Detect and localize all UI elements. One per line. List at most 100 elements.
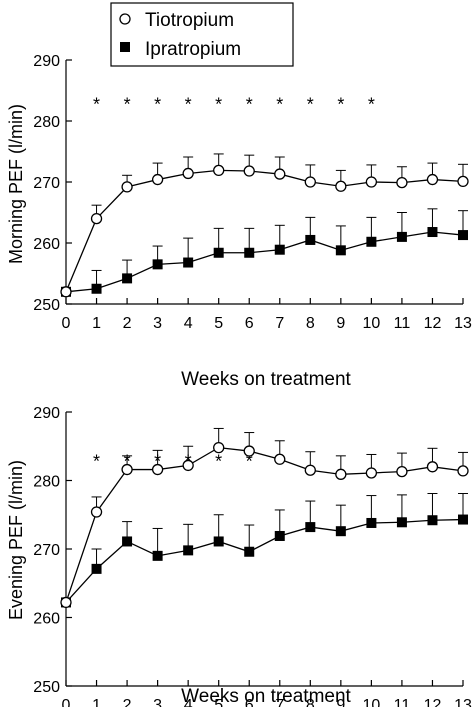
- morning-tiotropium-point: [121, 181, 133, 193]
- morning-ipratropium-point: [213, 247, 224, 258]
- evening-ipratropium-point: [183, 545, 194, 556]
- morning-tiotropium-point: [243, 165, 255, 177]
- morning-x-tick-label: 0: [62, 315, 71, 332]
- evening-ipratropium-point: [427, 515, 438, 526]
- morning-tiotropium-point: [457, 175, 469, 188]
- morning-tiotropium-point: [60, 286, 72, 298]
- evening-ipratropium-point: [152, 550, 163, 561]
- evening-tiotropium-point: [213, 441, 225, 454]
- evening-x-axis-label: Weeks on treatment: [181, 686, 351, 707]
- morning-ipratropium-point: [244, 247, 255, 258]
- morning-y-tick-label: 270: [33, 175, 60, 192]
- morning-ipratropium-point: [427, 227, 438, 238]
- evening-y-tick-label: 280: [33, 474, 60, 491]
- morning-ipratropium-point: [91, 283, 102, 294]
- morning-x-tick-label: 7: [275, 315, 284, 332]
- morning-tiotropium-point: [426, 173, 439, 186]
- morning-tiotropium-point: [365, 176, 378, 188]
- evening-significance-asterisk: *: [246, 452, 253, 472]
- evening-ipratropium-point: [274, 530, 285, 541]
- morning-tiotropium-point: [151, 173, 164, 186]
- evening-tiotropium-point: [457, 465, 469, 477]
- morning-tiotropium-point: [304, 176, 316, 188]
- evening-y-tick-label: 260: [33, 611, 60, 628]
- evening-y-tick-label: 250: [33, 679, 60, 696]
- morning-pef-panel: Morning PEF (l/min) Weeks on treatment 2…: [6, 53, 472, 390]
- evening-ipratropium-point: [122, 536, 133, 547]
- evening-tiotropium-point: [151, 463, 164, 476]
- morning-x-tick-label: 1: [92, 315, 101, 332]
- morning-significance-asterisk: *: [368, 95, 375, 115]
- morning-x-tick-label: 11: [394, 315, 411, 332]
- legend: Tiotropium Ipratropium: [110, 2, 294, 67]
- morning-significance-asterisk: *: [337, 95, 344, 115]
- evening-x-tick-label: 11: [394, 697, 411, 707]
- evening-x-tick-label: 2: [123, 697, 132, 707]
- morning-ipratropium-point: [396, 231, 407, 242]
- evening-significance-asterisk: *: [215, 452, 222, 472]
- morning-ipratropium-point: [305, 234, 316, 245]
- morning-x-tick-label: 3: [153, 315, 162, 332]
- morning-tiotropium-point: [335, 180, 347, 192]
- evening-x-tick-label: 10: [362, 697, 380, 707]
- evening-tiotropium-point: [90, 506, 103, 518]
- morning-tiotropium-point: [274, 168, 286, 180]
- evening-y-axis-label: Evening PEF (l/min): [6, 460, 26, 620]
- evening-y-tick-label: 270: [33, 542, 60, 559]
- morning-x-tick-label: 8: [306, 315, 315, 332]
- evening-y-tick-label: 290: [33, 405, 60, 422]
- evening-tiotropium-point: [60, 596, 72, 609]
- legend-ipratropium-label: Ipratropium: [145, 39, 241, 60]
- morning-significance-asterisk: *: [307, 95, 314, 115]
- evening-x-tick-label: 8: [306, 697, 315, 707]
- evening-tiotropium-point: [426, 461, 439, 473]
- morning-x-tick-label: 9: [336, 315, 345, 332]
- evening-ipratropium-point: [91, 563, 102, 574]
- morning-tiotropium-point: [396, 176, 408, 189]
- morning-y-axis-label: Morning PEF (l/min): [6, 104, 26, 264]
- morning-ipratropium-point: [152, 259, 163, 270]
- evening-ipratropium-point: [305, 522, 316, 533]
- evening-tiotropium-point: [335, 468, 347, 480]
- morning-x-tick-label: 6: [245, 315, 254, 332]
- morning-y-tick-label: 280: [33, 114, 60, 131]
- evening-x-tick-label: 0: [62, 697, 71, 707]
- morning-ipratropium-point: [366, 236, 377, 247]
- morning-significance-asterisk: *: [276, 95, 283, 115]
- morning-x-tick-label: 4: [184, 315, 193, 332]
- evening-x-tick-label: 7: [275, 697, 284, 707]
- evening-significance-asterisk: *: [93, 452, 100, 472]
- morning-x-tick-label: 2: [123, 315, 132, 332]
- morning-y-tick-label: 290: [33, 53, 60, 70]
- evening-ipratropium-line: [65, 518, 464, 603]
- evening-tiotropium-point: [396, 465, 408, 478]
- evening-x-tick-label: 4: [184, 697, 193, 707]
- evening-x-tick-label: 9: [336, 697, 345, 707]
- morning-x-tick-label: 12: [424, 315, 442, 332]
- evening-x-tick-label: 6: [245, 697, 254, 707]
- evening-x-tick-label: 5: [214, 697, 223, 707]
- morning-ipratropium-point: [183, 257, 194, 268]
- legend-ipratropium-marker: [120, 42, 130, 52]
- morning-significance-asterisk: *: [93, 95, 100, 115]
- evening-tiotropium-point: [365, 467, 378, 479]
- morning-x-tick-label: 5: [214, 315, 223, 332]
- morning-ipratropium-point: [335, 245, 346, 256]
- morning-ipratropium-point: [458, 230, 468, 241]
- morning-y-tick-label: 250: [33, 297, 60, 314]
- morning-ipratropium-point: [122, 273, 133, 284]
- evening-tiotropium-point: [182, 459, 194, 472]
- morning-ipratropium-point: [274, 244, 285, 255]
- morning-tiotropium-point: [213, 164, 225, 177]
- morning-x-tick-label: 10: [362, 315, 380, 332]
- legend-tiotropium-label: Tiotropium: [145, 10, 234, 31]
- evening-ipratropium-point: [335, 526, 346, 537]
- morning-x-tick-label: 13: [454, 315, 472, 332]
- evening-ipratropium-point: [244, 546, 255, 557]
- morning-ipratropium-line: [65, 231, 464, 293]
- evening-tiotropium-point: [243, 445, 255, 457]
- morning-y-tick-label: 260: [33, 236, 60, 253]
- evening-pef-panel: Evening PEF (l/min) Weeks on treatment 2…: [6, 405, 472, 707]
- legend-box: [110, 2, 294, 67]
